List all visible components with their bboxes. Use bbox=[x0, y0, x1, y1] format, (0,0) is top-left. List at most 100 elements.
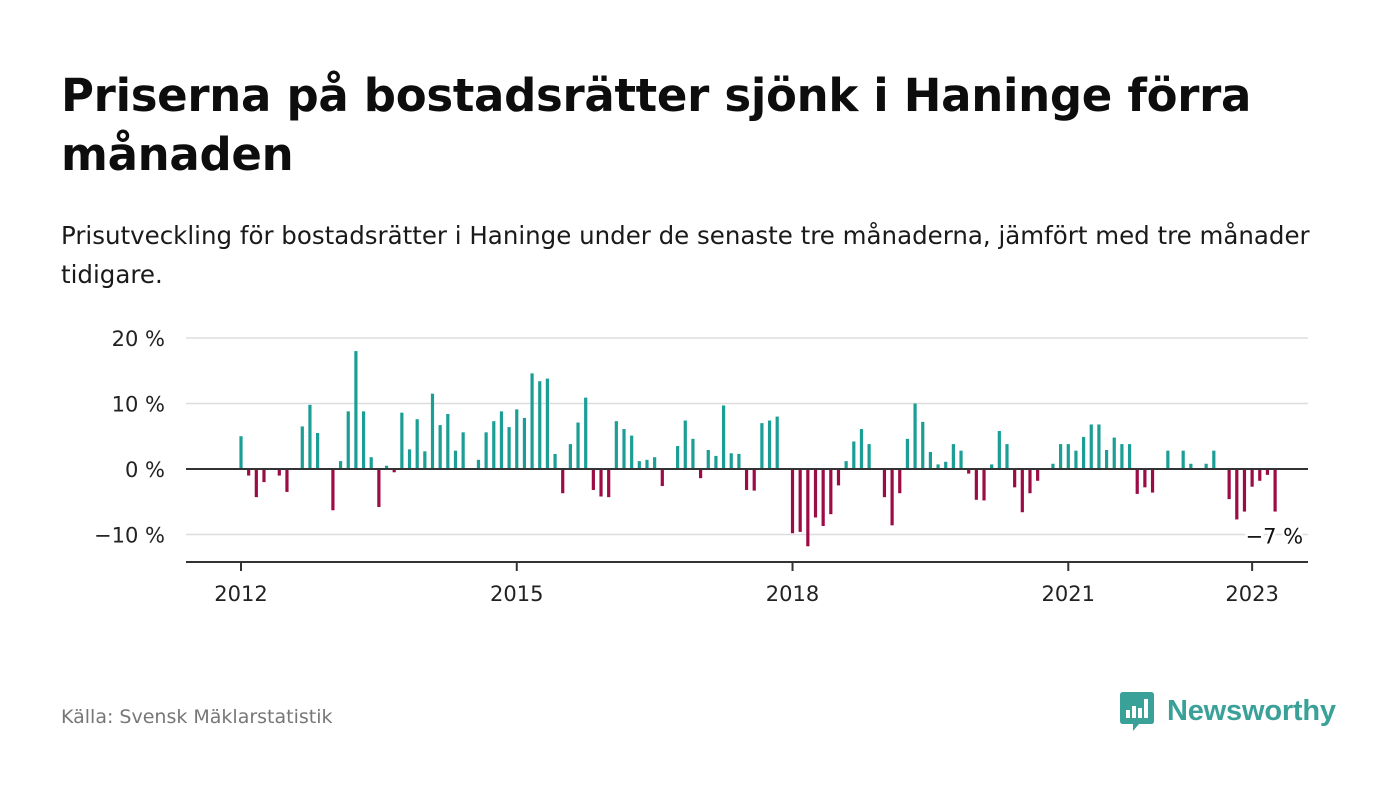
bar bbox=[645, 459, 649, 469]
bar bbox=[683, 420, 687, 469]
bar bbox=[1143, 469, 1147, 488]
y-tick-label: 0 % bbox=[125, 458, 165, 482]
bar bbox=[1127, 444, 1132, 469]
bar bbox=[959, 450, 963, 469]
bar-layer bbox=[239, 351, 1277, 547]
bar bbox=[461, 432, 465, 469]
bar bbox=[1089, 424, 1093, 469]
bar bbox=[1112, 437, 1116, 469]
bar bbox=[354, 351, 358, 469]
y-tick-label: 20 % bbox=[112, 327, 165, 351]
bar bbox=[538, 381, 542, 469]
bar bbox=[545, 378, 549, 469]
bar bbox=[247, 469, 251, 476]
bar bbox=[936, 464, 940, 469]
bar bbox=[384, 465, 389, 469]
chart-subtitle: Prisutveckling för bostadsrätter i Hanin… bbox=[61, 221, 1310, 289]
bar bbox=[584, 397, 588, 469]
bar bbox=[530, 373, 534, 469]
bar bbox=[637, 461, 641, 469]
bar bbox=[898, 469, 902, 494]
bar bbox=[277, 469, 281, 476]
bar bbox=[507, 427, 511, 469]
bar bbox=[760, 423, 764, 469]
bar bbox=[499, 411, 504, 469]
bar bbox=[1273, 469, 1277, 512]
axis-layer: 20 % 10 % 0 % −10 % 2012 2015 2018 2021 2023 −7 % bbox=[94, 327, 1308, 606]
bar bbox=[453, 450, 458, 469]
y-tick-label: −10 % bbox=[94, 524, 165, 548]
bar bbox=[660, 469, 664, 487]
y-tick-label: 10 % bbox=[112, 393, 165, 417]
x-tick-label: 2021 bbox=[1042, 582, 1095, 606]
bar bbox=[921, 421, 925, 469]
bar bbox=[806, 469, 810, 547]
bar bbox=[798, 469, 802, 532]
bar bbox=[1005, 444, 1009, 469]
bar bbox=[614, 421, 618, 469]
bar bbox=[714, 455, 718, 469]
bar bbox=[1212, 450, 1216, 469]
bar bbox=[882, 469, 887, 498]
bar bbox=[1227, 469, 1231, 500]
bar bbox=[239, 436, 243, 469]
bar bbox=[767, 420, 772, 469]
bar bbox=[775, 416, 779, 469]
bar bbox=[752, 469, 756, 491]
bar bbox=[852, 441, 856, 469]
bar bbox=[446, 413, 450, 469]
bar bbox=[515, 409, 519, 469]
bar bbox=[1150, 469, 1155, 493]
bar bbox=[844, 461, 848, 469]
bar bbox=[829, 469, 833, 515]
x-tick-label: 2023 bbox=[1225, 582, 1278, 606]
bar bbox=[361, 411, 366, 469]
bar bbox=[369, 457, 373, 469]
bar bbox=[821, 469, 825, 526]
bar bbox=[262, 469, 266, 483]
bar bbox=[392, 469, 396, 473]
x-tick-label: 2012 bbox=[214, 582, 267, 606]
bar bbox=[407, 449, 412, 469]
bar bbox=[744, 469, 749, 490]
bar bbox=[1204, 463, 1208, 469]
brand-logo[interactable]: Newsworthy bbox=[1119, 690, 1336, 732]
bar bbox=[1135, 469, 1139, 494]
bar bbox=[699, 469, 703, 479]
bar bbox=[653, 457, 657, 469]
source-note: Källa: Svensk Mäklarstatistik bbox=[61, 706, 333, 728]
bar bbox=[1189, 463, 1193, 469]
bar bbox=[944, 461, 948, 470]
bar bbox=[997, 431, 1001, 469]
bar bbox=[1181, 450, 1185, 469]
x-tick-label: 2015 bbox=[490, 582, 543, 606]
bar bbox=[1028, 469, 1032, 494]
bar bbox=[737, 453, 741, 469]
bar bbox=[561, 469, 565, 494]
bar bbox=[890, 469, 894, 526]
bar bbox=[1066, 444, 1070, 469]
bar bbox=[400, 412, 404, 469]
newsworthy-icon bbox=[1120, 692, 1154, 731]
bar bbox=[338, 461, 343, 469]
bar bbox=[1265, 469, 1270, 475]
bar bbox=[721, 405, 726, 469]
bar bbox=[476, 459, 481, 469]
bar bbox=[254, 469, 258, 498]
bar bbox=[1104, 450, 1109, 469]
bar bbox=[316, 432, 320, 469]
bar bbox=[1059, 444, 1063, 469]
bar bbox=[1013, 469, 1017, 488]
chart-title: Priserna på bostadsrätter sjönk i Haning… bbox=[61, 69, 1252, 181]
bar bbox=[430, 393, 435, 470]
last-value-label: −7 % bbox=[1246, 525, 1304, 549]
bar bbox=[1020, 469, 1024, 513]
bar bbox=[1235, 469, 1239, 520]
bar bbox=[676, 446, 680, 469]
bar bbox=[346, 411, 350, 469]
bar bbox=[1074, 450, 1078, 469]
bar bbox=[591, 469, 595, 490]
bar bbox=[553, 453, 557, 469]
bar bbox=[492, 421, 496, 469]
